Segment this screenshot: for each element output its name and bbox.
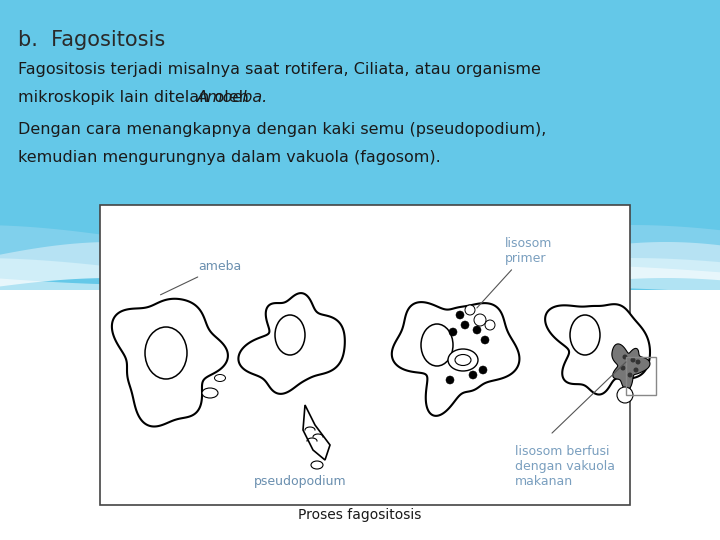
Polygon shape	[112, 299, 228, 427]
Text: Dengan cara menangkapnya dengan kaki semu (pseudopodium),: Dengan cara menangkapnya dengan kaki sem…	[18, 122, 546, 137]
Polygon shape	[0, 225, 720, 282]
Circle shape	[628, 373, 632, 377]
Polygon shape	[392, 302, 519, 416]
Polygon shape	[0, 265, 720, 303]
Ellipse shape	[570, 315, 600, 355]
Ellipse shape	[275, 315, 305, 355]
Circle shape	[449, 328, 457, 336]
Circle shape	[461, 321, 469, 329]
Circle shape	[623, 354, 628, 360]
Circle shape	[485, 320, 495, 330]
Polygon shape	[303, 405, 330, 460]
Text: b.  Fagositosis: b. Fagositosis	[18, 30, 166, 50]
Ellipse shape	[215, 375, 225, 381]
Text: ameba: ameba	[161, 260, 241, 295]
Text: kemudian mengurungnya dalam vakuola (fagosom).: kemudian mengurungnya dalam vakuola (fag…	[18, 150, 441, 165]
Circle shape	[456, 311, 464, 319]
Circle shape	[634, 368, 639, 373]
Polygon shape	[612, 344, 650, 390]
Ellipse shape	[421, 324, 453, 366]
Ellipse shape	[455, 354, 471, 366]
Circle shape	[479, 366, 487, 374]
Circle shape	[469, 371, 477, 379]
Circle shape	[621, 366, 626, 370]
Circle shape	[481, 336, 489, 344]
Text: mikroskopik lain ditelan oleh: mikroskopik lain ditelan oleh	[18, 90, 254, 105]
Text: Proses fagositosis: Proses fagositosis	[298, 508, 422, 522]
Text: lisosom berfusi
dengan vakuola
makanan: lisosom berfusi dengan vakuola makanan	[515, 445, 615, 488]
Circle shape	[617, 387, 633, 403]
Text: pseudopodium: pseudopodium	[253, 475, 346, 488]
Bar	[626, 357, 656, 395]
Text: Amoeba.: Amoeba.	[197, 90, 269, 105]
Bar	[0, 0, 720, 290]
Ellipse shape	[145, 327, 187, 379]
Polygon shape	[0, 242, 720, 302]
Polygon shape	[545, 304, 650, 395]
Text: Fagositosis terjadi misalnya saat rotifera, Ciliata, atau organisme: Fagositosis terjadi misalnya saat rotife…	[18, 62, 541, 77]
Circle shape	[474, 314, 486, 326]
Ellipse shape	[448, 349, 478, 371]
Ellipse shape	[202, 388, 218, 398]
Circle shape	[636, 360, 641, 365]
Circle shape	[446, 376, 454, 384]
Circle shape	[465, 305, 475, 315]
Bar	[100, 205, 630, 505]
Circle shape	[631, 357, 636, 362]
Circle shape	[473, 326, 481, 334]
Text: lisosom
primer: lisosom primer	[477, 237, 552, 308]
Polygon shape	[238, 293, 345, 394]
Ellipse shape	[311, 461, 323, 469]
